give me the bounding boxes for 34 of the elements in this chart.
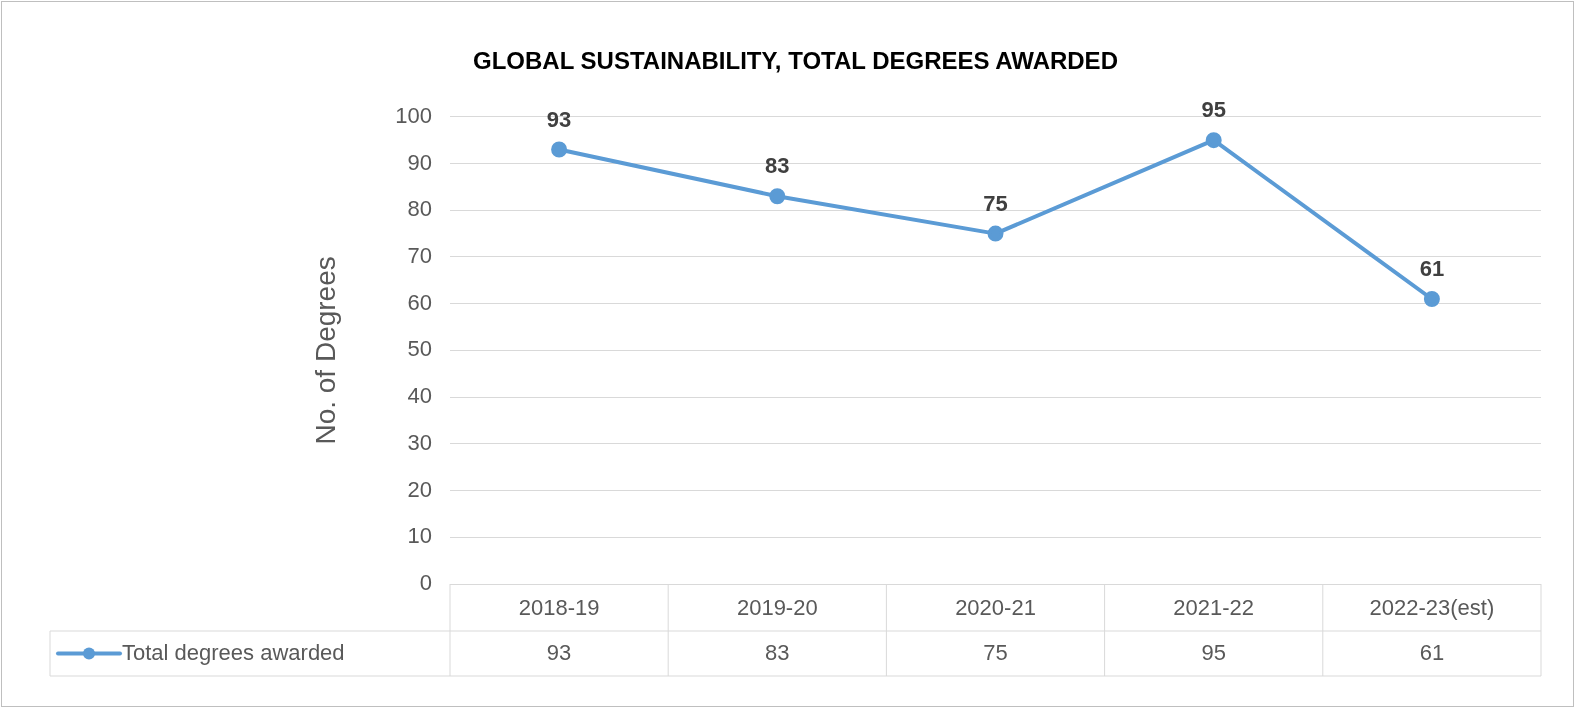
y-tick-label: 50 bbox=[407, 336, 432, 362]
y-tick-label: 60 bbox=[407, 289, 432, 315]
x-tick-label: 2020-21 bbox=[955, 595, 1036, 621]
y-tick-label: 40 bbox=[407, 383, 432, 409]
y-tick-label: 70 bbox=[407, 243, 432, 269]
data-label: 83 bbox=[765, 153, 790, 179]
y-tick-label: 20 bbox=[407, 476, 432, 502]
x-tick-label: 2018-19 bbox=[518, 595, 600, 621]
point bbox=[551, 141, 568, 158]
legend-label: Total degrees awarded bbox=[122, 639, 345, 665]
data-label: 61 bbox=[1419, 256, 1445, 282]
y-axis-title: No. of Degrees bbox=[309, 256, 341, 445]
text: 95 bbox=[1201, 639, 1226, 665]
chart-title: GLOBAL SUSTAINABILITY, TOTAL DEGREES AWARDED bbox=[473, 47, 1118, 75]
x-tick-label: 2021-22 bbox=[1173, 595, 1255, 621]
y-tick-label: 80 bbox=[407, 196, 432, 222]
y-tick-label: 30 bbox=[407, 429, 432, 455]
data-label: 95 bbox=[1201, 97, 1226, 123]
point bbox=[1205, 132, 1222, 149]
y-tick-label: 90 bbox=[407, 149, 432, 175]
y-tick-label: 100 bbox=[395, 102, 432, 128]
data-label: 93 bbox=[546, 106, 572, 132]
point bbox=[769, 188, 786, 205]
point bbox=[1423, 291, 1440, 308]
data-label: 75 bbox=[983, 190, 1008, 216]
x-tick-label: 2019-20 bbox=[736, 595, 818, 621]
text: 93 bbox=[546, 639, 572, 665]
text: 61 bbox=[1419, 639, 1445, 665]
y-tick-label: 10 bbox=[407, 523, 432, 549]
point bbox=[987, 225, 1004, 242]
x-tick-label: 2022-23(est) bbox=[1369, 595, 1495, 621]
text: 75 bbox=[983, 639, 1008, 665]
text: 83 bbox=[765, 639, 790, 665]
y-tick-label: 0 bbox=[419, 570, 432, 596]
